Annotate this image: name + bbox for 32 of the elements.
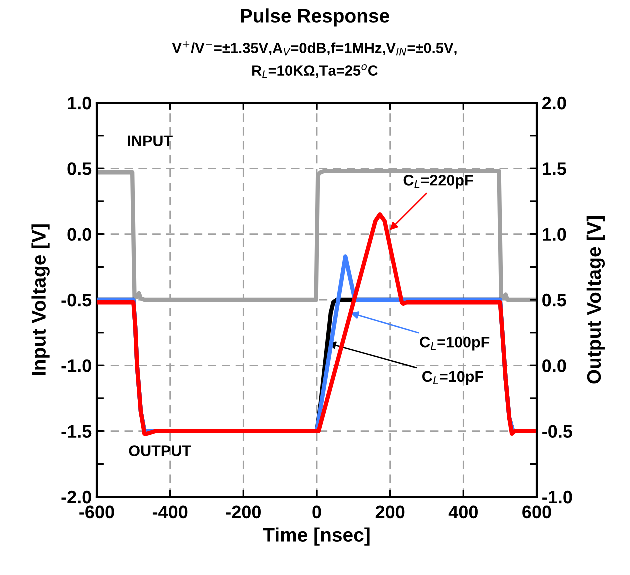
y2-tick-label: 2.0 <box>542 96 566 110</box>
y-tick-label: -1.0 <box>62 360 92 372</box>
y2-tick-label: 1.5 <box>543 162 566 176</box>
x-tick-label: 400 <box>448 506 478 519</box>
x-tick-label: 0 <box>312 506 322 519</box>
x-tick-label: -200 <box>226 506 261 519</box>
x-tick-label: -600 <box>80 506 114 519</box>
x-tick-label: 600 <box>522 506 552 519</box>
text: V$^{+}$/V$^{−}$=±1.35V,A$_{V}$=0dB,f=1MHz,V$_{IN}$=±0.5V, R$_{L}$=10KΩ,Ta=25$^{o}$C <box>172 41 457 78</box>
chart-title: Pulse Response <box>241 8 390 27</box>
annotation: C$_{L}$=220pF <box>404 175 474 189</box>
annotation: INPUT <box>128 136 173 146</box>
y-tick-label: 1.0 <box>68 96 92 110</box>
y-tick-label: -1.5 <box>62 425 92 438</box>
annotation: C$_{L}$=10pF <box>422 371 484 386</box>
x-tick-label: 200 <box>376 506 405 519</box>
annotation: OUTPUT <box>129 446 192 456</box>
x-tick-label: -400 <box>152 506 188 519</box>
x-axis-title: Time [nsec] <box>263 528 370 546</box>
y2-axis-title: Output Voltage [V] <box>586 216 606 384</box>
line-series <box>97 212 537 436</box>
y-tick-label: 0.5 <box>68 162 92 176</box>
y2-tick-label: 1.0 <box>543 228 566 242</box>
y-tick-label: 0.0 <box>68 228 92 242</box>
y-axis-title: Input Voltage [V] <box>32 224 50 376</box>
annotation: C$_{L}$=100pF <box>420 336 490 351</box>
y2-tick-label: -0.5 <box>542 425 572 438</box>
y2-tick-label: 0.5 <box>542 294 566 307</box>
y-tick-label: -0.5 <box>62 294 92 307</box>
y2-tick-label: -1.0 <box>542 490 572 504</box>
y-tick-label: -2.0 <box>62 490 92 504</box>
y2-tick-label: 0.0 <box>542 360 566 372</box>
